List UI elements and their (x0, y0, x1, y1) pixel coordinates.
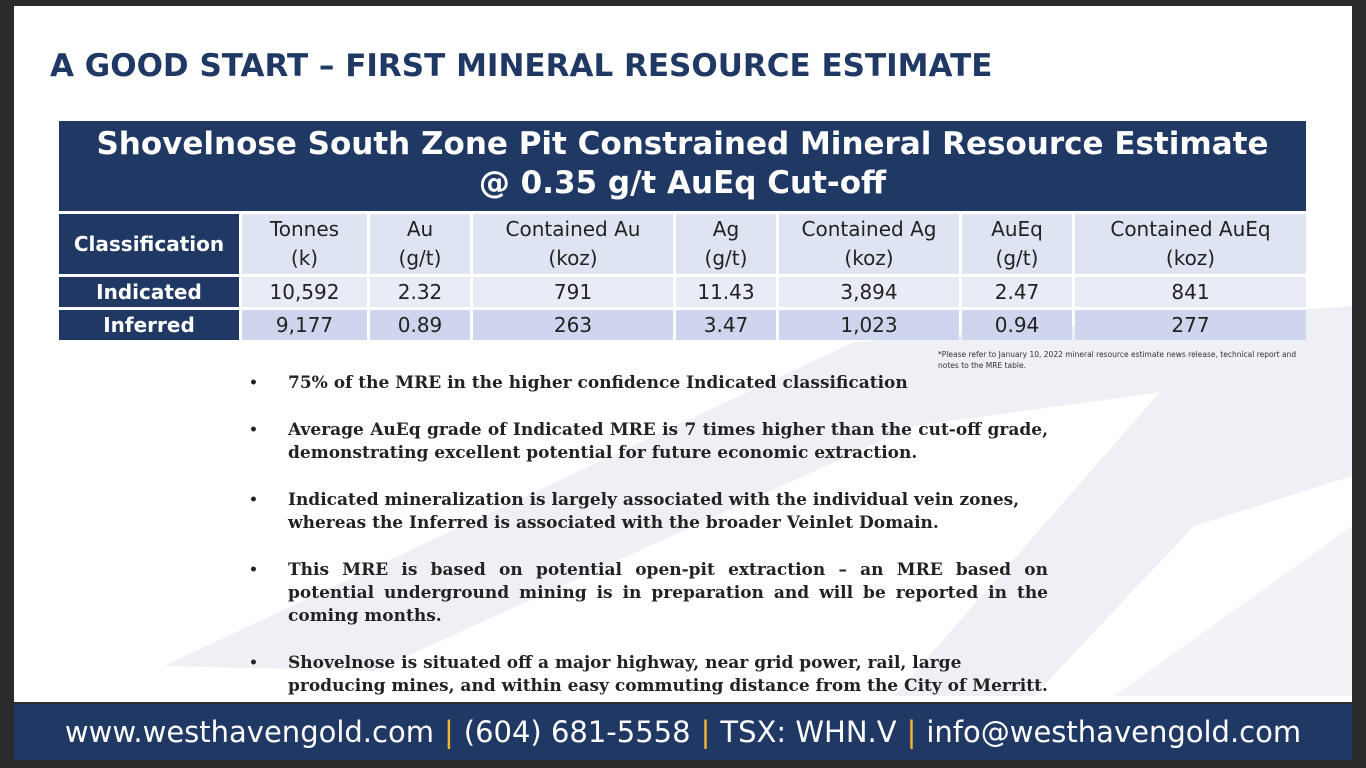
footer-bar: www.westhavengold.com | (604) 681-5558 | TSX… (14, 704, 1352, 760)
table-header: Shovelnose South Zone Pit Constrained Mi… (59, 121, 1306, 211)
bullet-dot-icon: • (249, 492, 258, 508)
bullet-list: • 75% of the MRE in the higher confidence… (246, 372, 1048, 702)
column-header-row: Classification Tonnes (k) Au (g/t) Contain… (59, 211, 1306, 274)
footer-website-link[interactable]: www.westhavengold.com (64, 715, 434, 749)
footer-phone: (604) 681-5558 (463, 715, 691, 749)
table-header-line-2: @ 0.35 g/t AuEq Cut-off (478, 165, 887, 201)
watermark-band-1 (164, 306, 1352, 671)
bullet-dot-icon: • (249, 562, 258, 578)
footnote: *Please refer to January 10, 2022 minera… (938, 350, 1297, 370)
column-header-contained-ag: Contained Ag (koz) (779, 211, 959, 274)
cell-au: 2.32 (370, 274, 470, 307)
footer-email-link[interactable]: info@westhavengold.com (926, 715, 1302, 749)
cell-contained-au: 791 (473, 274, 673, 307)
column-header-contained-aueq: Contained AuEq (koz) (1075, 211, 1306, 274)
bullet-dot-icon: • (249, 655, 258, 671)
column-header-aueq: AuEq (g/t) (962, 211, 1072, 274)
cell-ag: 3.47 (676, 307, 776, 340)
column-header-ag: Ag (g/t) (676, 211, 776, 274)
table-row-indicated: Indicated 10,592 2.32 791 11.43 3,894 2.… (59, 274, 1306, 307)
footer-separator: | (443, 715, 454, 749)
watermark-logo (164, 306, 1352, 696)
bullet-item: • Indicated mineralization is largely ass… (249, 490, 1020, 533)
slide: A GOOD START – FIRST MINERAL RESOURCE ES… (14, 6, 1352, 702)
bullet-item: • 75% of the MRE in the higher confidence… (249, 373, 908, 393)
watermark-band-2 (894, 356, 1352, 696)
footer-separator: | (906, 715, 917, 749)
table-header-line-1: Shovelnose South Zone Pit Constrained Mi… (96, 126, 1269, 162)
row-label: Indicated (59, 274, 239, 307)
bullet-dot-icon: • (249, 375, 258, 391)
table-row-inferred: Inferred 9,177 0.89 263 3.47 1,023 0.94 … (59, 307, 1306, 340)
bullet-item: • This MRE is based on potential open-pit… (249, 560, 1048, 626)
watermark-band-3 (1114, 526, 1352, 696)
cell-aueq: 2.47 (962, 274, 1072, 307)
column-header-tonnes: Tonnes (k) (242, 211, 367, 274)
bullet-item: • Average AuEq grade of Indicated MRE is … (249, 420, 1048, 463)
column-header-contained-au: Contained Au (koz) (473, 211, 673, 274)
bullet-item: • Shovelnose is situated off a major high… (249, 653, 1048, 696)
bullet-dot-icon: • (249, 422, 258, 438)
column-header-classification: Classification (59, 211, 239, 274)
footer-ticker: TSX: WHN.V (720, 715, 897, 749)
slide-title: A GOOD START – FIRST MINERAL RESOURCE ES… (50, 48, 993, 84)
cell-tonnes: 9,177 (242, 307, 367, 340)
cell-contained-aueq: 277 (1075, 307, 1306, 340)
cell-contained-ag: 3,894 (779, 274, 959, 307)
cell-au: 0.89 (370, 307, 470, 340)
cell-contained-ag: 1,023 (779, 307, 959, 340)
cell-contained-au: 263 (473, 307, 673, 340)
resource-table: Classification Tonnes (k) Au (g/t) Contain… (56, 211, 1309, 340)
cell-aueq: 0.94 (962, 307, 1072, 340)
cell-tonnes: 10,592 (242, 274, 367, 307)
cell-contained-aueq: 841 (1075, 274, 1306, 307)
resource-table-container: Shovelnose South Zone Pit Constrained Mi… (59, 121, 1306, 340)
footer-separator: | (700, 715, 711, 749)
column-header-au: Au (g/t) (370, 211, 470, 274)
row-label: Inferred (59, 307, 239, 340)
cell-ag: 11.43 (676, 274, 776, 307)
